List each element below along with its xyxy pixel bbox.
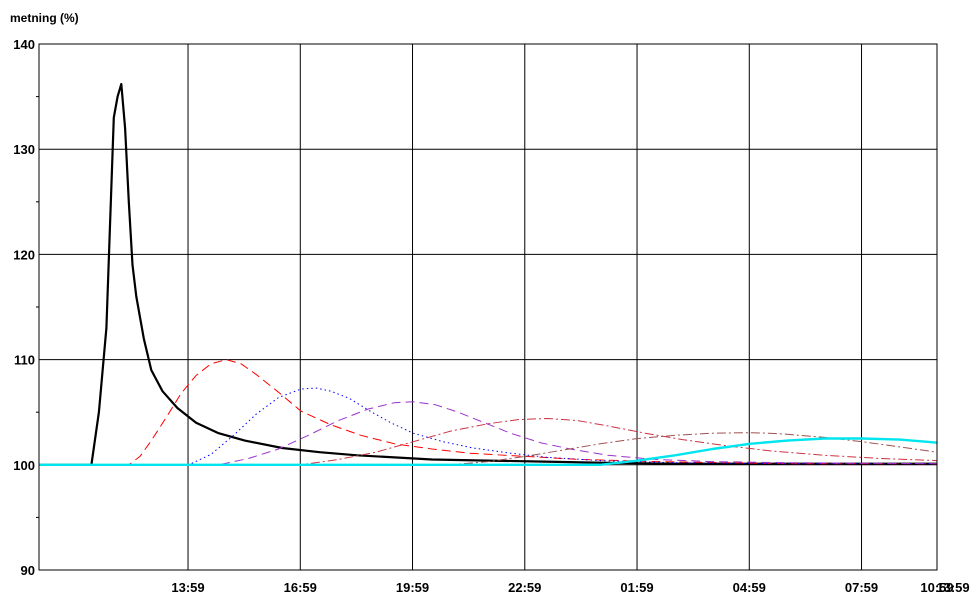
x-tick-label: 07:59 bbox=[845, 580, 878, 595]
series-line-1 bbox=[39, 82, 937, 466]
x-tick-label: 13:59 bbox=[936, 580, 969, 595]
tick-labels: 90 100 110 120 130 140 13:59 16:59 19:59 22:59 01:… bbox=[13, 37, 969, 595]
y-tick-label: 90 bbox=[21, 563, 35, 578]
series-line-3 bbox=[39, 387, 937, 466]
y-tick-label: 110 bbox=[14, 353, 35, 368]
series-line-5 bbox=[39, 418, 938, 466]
x-tick-label: 19:59 bbox=[396, 580, 429, 595]
x-tick-label: 13:59 bbox=[171, 580, 204, 595]
plot-frame bbox=[38, 43, 938, 571]
y-tick-label: 130 bbox=[13, 142, 35, 157]
series-line-2 bbox=[39, 359, 937, 466]
series-line-7 bbox=[39, 437, 938, 466]
grid bbox=[36, 44, 937, 570]
y-tick-label: 100 bbox=[13, 458, 35, 473]
x-tick-label: 16:59 bbox=[284, 580, 317, 595]
y-tick-label: 120 bbox=[13, 247, 35, 262]
y-tick-label: 140 bbox=[13, 37, 35, 52]
x-tick-label: 22:59 bbox=[508, 580, 541, 595]
series-line-4 bbox=[39, 401, 938, 466]
x-tick-label: 01:59 bbox=[620, 580, 653, 595]
x-tick-label: 10:59 bbox=[920, 580, 953, 595]
y-axis-label: metning (%) bbox=[10, 11, 79, 25]
x-tick-label: 04:59 bbox=[733, 580, 766, 595]
series-group bbox=[39, 82, 938, 466]
